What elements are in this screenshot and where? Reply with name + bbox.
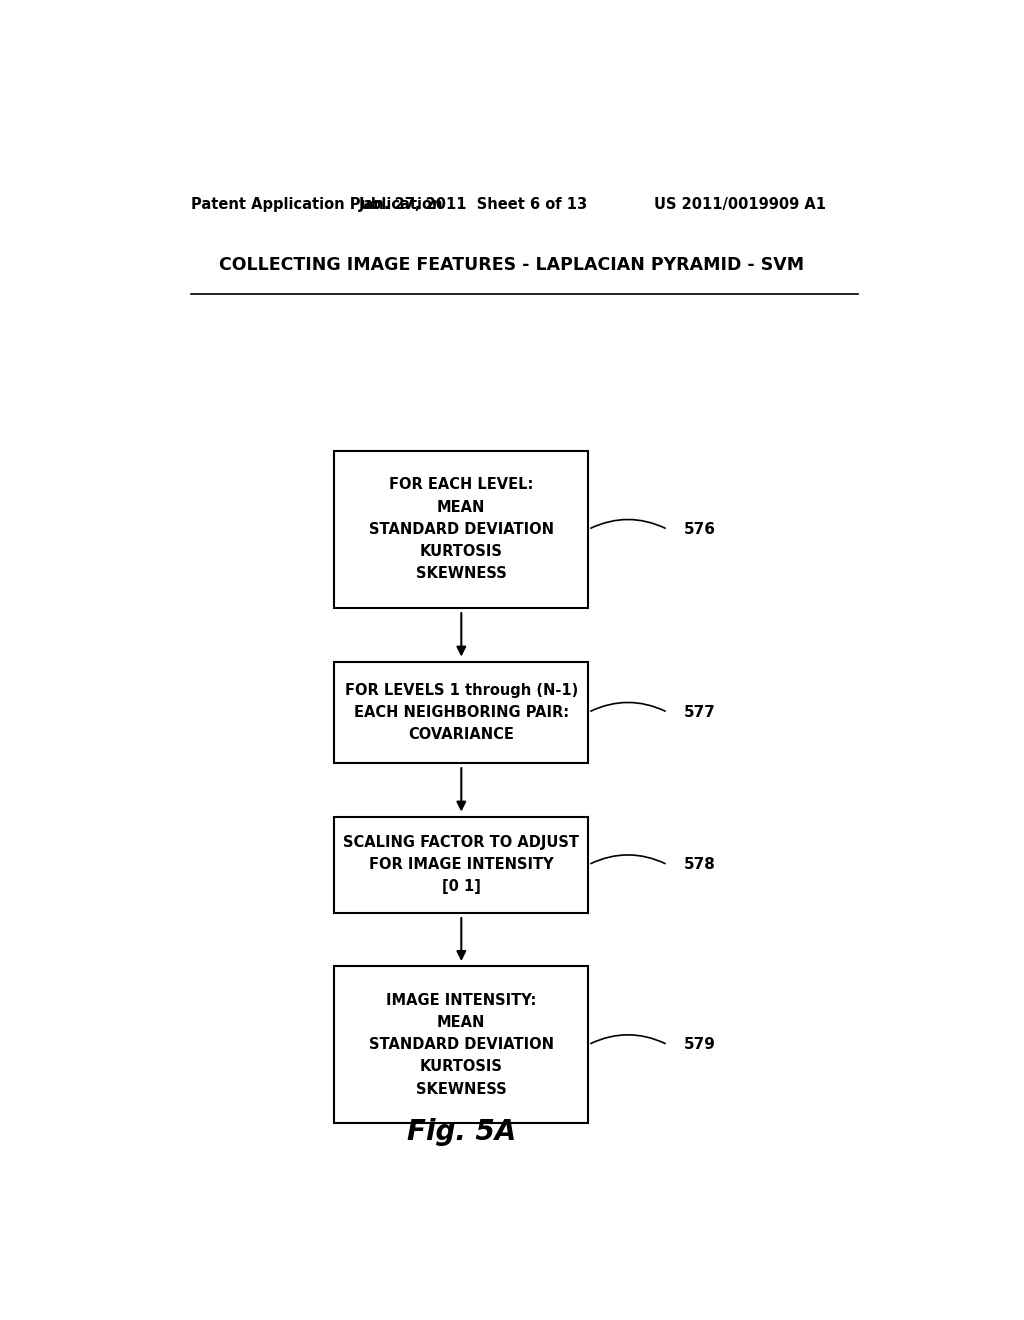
FancyBboxPatch shape	[334, 817, 588, 913]
Text: FOR LEVELS 1 through (N-1)
EACH NEIGHBORING PAIR:
COVARIANCE: FOR LEVELS 1 through (N-1) EACH NEIGHBOR…	[345, 682, 578, 742]
Text: 576: 576	[684, 521, 716, 537]
Text: Patent Application Publication: Patent Application Publication	[191, 197, 443, 211]
Text: IMAGE INTENSITY:
MEAN
STANDARD DEVIATION
KURTOSIS
SKEWNESS: IMAGE INTENSITY: MEAN STANDARD DEVIATION…	[369, 993, 554, 1097]
Text: COLLECTING IMAGE FEATURES - LAPLACIAN PYRAMID - SVM: COLLECTING IMAGE FEATURES - LAPLACIAN PY…	[219, 256, 805, 275]
Text: Jan. 27, 2011  Sheet 6 of 13: Jan. 27, 2011 Sheet 6 of 13	[358, 197, 588, 211]
FancyBboxPatch shape	[334, 661, 588, 763]
Text: 577: 577	[684, 705, 716, 719]
Text: 578: 578	[684, 857, 716, 873]
Text: SCALING FACTOR TO ADJUST
FOR IMAGE INTENSITY
[0 1]: SCALING FACTOR TO ADJUST FOR IMAGE INTEN…	[343, 836, 580, 895]
Text: Fig. 5A: Fig. 5A	[407, 1118, 516, 1146]
Text: 579: 579	[684, 1038, 716, 1052]
FancyBboxPatch shape	[334, 450, 588, 609]
Text: FOR EACH LEVEL:
MEAN
STANDARD DEVIATION
KURTOSIS
SKEWNESS: FOR EACH LEVEL: MEAN STANDARD DEVIATION …	[369, 478, 554, 581]
Text: US 2011/0019909 A1: US 2011/0019909 A1	[654, 197, 826, 211]
FancyBboxPatch shape	[334, 966, 588, 1123]
